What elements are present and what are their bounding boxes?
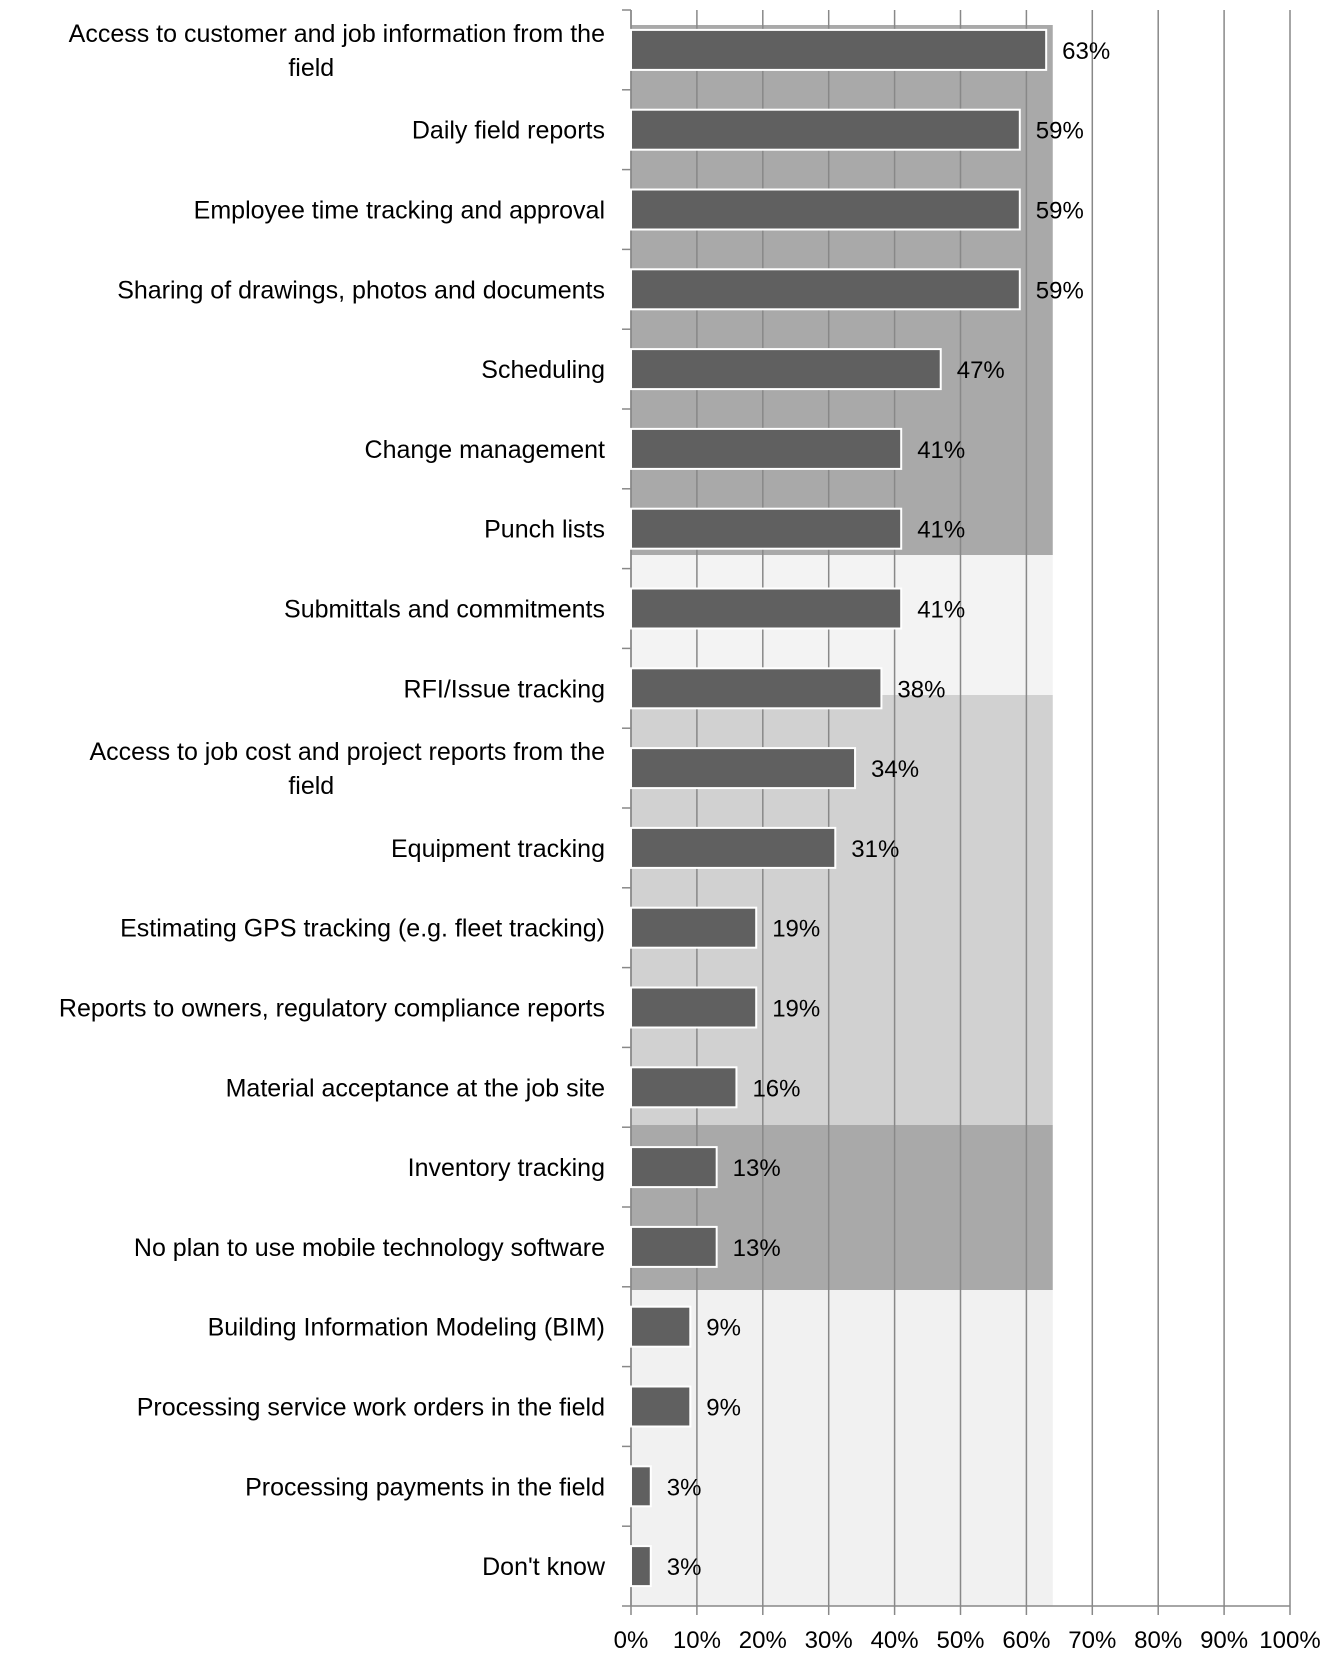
data-label: 47%	[957, 357, 1005, 384]
x-tick-label: 90%	[1200, 1627, 1248, 1654]
category-label: RFI/Issue tracking	[404, 675, 605, 703]
category-label-line: field	[288, 54, 334, 82]
category-label-line: Material acceptance at the job site	[226, 1074, 605, 1102]
category-label-line: Punch lists	[484, 516, 605, 544]
x-tick-label: 0%	[614, 1627, 649, 1654]
bar	[630, 1146, 718, 1189]
bar	[630, 348, 942, 391]
bar	[630, 587, 903, 630]
category-label: Punch lists	[484, 516, 605, 544]
category-label: Reports to owners, regulatory compliance…	[59, 995, 605, 1023]
category-label-line: Inventory tracking	[408, 1154, 605, 1182]
bar	[630, 507, 903, 550]
data-label: 19%	[772, 916, 820, 943]
data-label: 41%	[917, 517, 965, 544]
category-label-line: Estimating GPS tracking (e.g. fleet trac…	[120, 915, 605, 943]
category-label-line: Employee time tracking and approval	[194, 197, 605, 225]
category-label: Inventory tracking	[408, 1154, 605, 1182]
bar	[630, 747, 857, 790]
category-label-line: Daily field reports	[412, 117, 605, 145]
category-label-line: Reports to owners, regulatory compliance…	[59, 995, 605, 1023]
data-label: 9%	[706, 1395, 741, 1422]
bar	[630, 268, 1021, 311]
data-label: 41%	[917, 597, 965, 624]
data-label: 13%	[733, 1235, 781, 1262]
bar	[630, 427, 903, 470]
bar	[630, 1385, 692, 1428]
category-label: Access to job cost and project reports f…	[89, 738, 605, 800]
bar	[630, 1545, 652, 1588]
category-label-line: Scheduling	[481, 356, 605, 384]
data-label: 59%	[1036, 118, 1084, 145]
bar	[630, 667, 883, 710]
category-label: Processing payments in the field	[245, 1473, 605, 1501]
data-label: 13%	[733, 1155, 781, 1182]
x-tick-label: 50%	[936, 1627, 984, 1654]
data-label: 34%	[871, 756, 919, 783]
category-label: Equipment tracking	[391, 835, 605, 863]
bar	[630, 1305, 692, 1348]
category-label: Estimating GPS tracking (e.g. fleet trac…	[120, 915, 605, 943]
category-label: Access to customer and job information f…	[69, 20, 605, 82]
x-tick-label: 100%	[1259, 1627, 1320, 1654]
labels: 63% Access to customer and job informatio…	[59, 20, 1110, 1581]
bar	[630, 188, 1021, 231]
category-label-line: Change management	[365, 436, 605, 464]
category-label-line: Processing payments in the field	[245, 1473, 605, 1501]
bar	[630, 28, 1048, 71]
category-label-line: Don't know	[482, 1553, 606, 1581]
data-label: 31%	[851, 836, 899, 863]
category-label-line: Equipment tracking	[391, 835, 605, 863]
category-label: Change management	[365, 436, 605, 464]
category-label-line: field	[288, 772, 334, 800]
category-label-line: RFI/Issue tracking	[404, 675, 605, 703]
category-label: Don't know	[482, 1553, 606, 1581]
category-label: Material acceptance at the job site	[226, 1074, 605, 1102]
data-label: 3%	[667, 1554, 702, 1581]
category-label-line: Building Information Modeling (BIM)	[208, 1314, 605, 1342]
x-tick-label: 70%	[1068, 1627, 1116, 1654]
x-tick-label: 20%	[739, 1627, 787, 1654]
category-label: Building Information Modeling (BIM)	[208, 1314, 605, 1342]
x-tick-label: 40%	[871, 1627, 919, 1654]
data-label: 19%	[772, 996, 820, 1023]
category-label: Sharing of drawings, photos and document…	[117, 276, 605, 304]
x-tick-label: 80%	[1134, 1627, 1182, 1654]
category-label: Scheduling	[481, 356, 605, 384]
data-label: 63%	[1062, 38, 1110, 65]
category-label-line: Access to customer and job information f…	[69, 20, 605, 48]
category-label-line: No plan to use mobile technology softwar…	[134, 1234, 605, 1262]
category-label-line: Processing service work orders in the fi…	[137, 1394, 605, 1422]
data-label: 3%	[667, 1474, 702, 1501]
category-label-line: Access to job cost and project reports f…	[89, 738, 605, 766]
data-label: 16%	[752, 1075, 800, 1102]
x-tick-label: 30%	[805, 1627, 853, 1654]
background-panel	[631, 1290, 1053, 1606]
category-label: Submittals and commitments	[284, 596, 605, 624]
category-label-line: Sharing of drawings, photos and document…	[117, 276, 605, 304]
category-label: Daily field reports	[412, 117, 605, 145]
bar	[630, 826, 837, 869]
bar	[630, 986, 758, 1029]
x-tick-label: 60%	[1002, 1627, 1050, 1654]
data-label: 59%	[1036, 277, 1084, 304]
category-label: Employee time tracking and approval	[194, 197, 605, 225]
plot-background	[631, 25, 1053, 1606]
category-label-line: Submittals and commitments	[284, 596, 605, 624]
category-label: Processing service work orders in the fi…	[137, 1394, 605, 1422]
bar	[630, 906, 758, 949]
category-label: No plan to use mobile technology softwar…	[134, 1234, 605, 1262]
bar	[630, 1066, 738, 1109]
bar	[630, 1225, 718, 1268]
bar	[630, 1465, 652, 1508]
x-tick-label: 10%	[673, 1627, 721, 1654]
bars	[630, 28, 1048, 1588]
data-label: 59%	[1036, 198, 1084, 225]
bar	[630, 108, 1021, 151]
data-label: 9%	[706, 1315, 741, 1342]
data-label: 41%	[917, 437, 965, 464]
data-label: 38%	[897, 676, 945, 703]
